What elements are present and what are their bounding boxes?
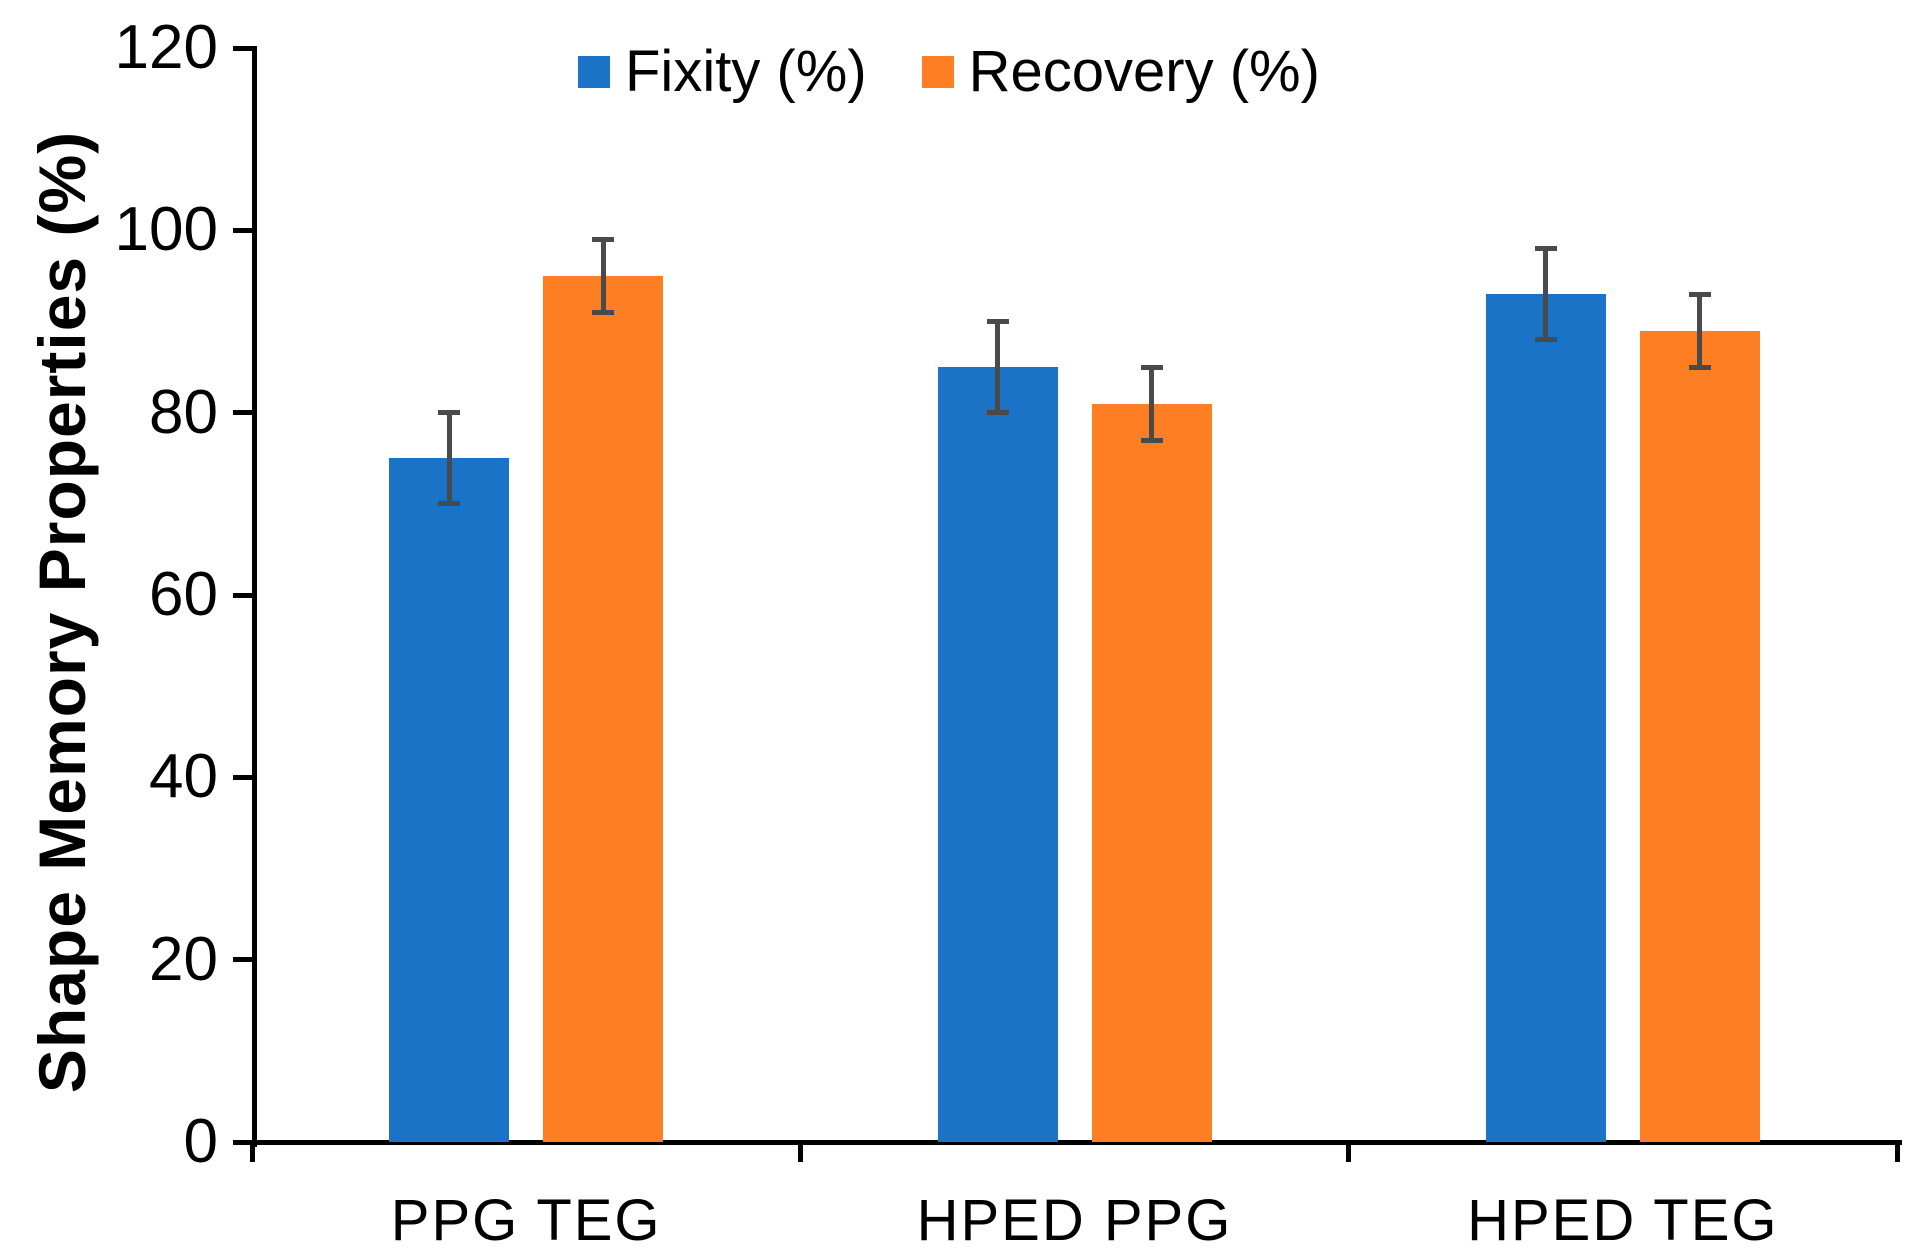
bar-recovery-hped-ppg [1091, 403, 1212, 1142]
error-bar-recovery-hped-ppg [1149, 367, 1154, 440]
legend-item-recovery: Recovery (%) [921, 38, 1320, 105]
y-tick-mark-60 [233, 592, 252, 598]
error-cap-bottom-fixity-hped-teg [1534, 337, 1557, 343]
y-tick-label-20: 20 [149, 924, 218, 994]
error-bar-fixity-hped-teg [1543, 248, 1549, 340]
y-tick-label-120: 120 [114, 13, 218, 82]
error-cap-bottom-fixity-hped-ppg [986, 410, 1009, 416]
legend-label-fixity: Fixity (%) [625, 39, 867, 104]
error-cap-top-recovery-ppg-teg [592, 236, 615, 242]
y-axis-line [252, 46, 257, 1147]
y-tick-mark-100 [233, 227, 252, 233]
error-bar-fixity-hped-ppg [995, 321, 1000, 413]
y-tick-label-40: 40 [149, 742, 218, 812]
x-tick-mark-1 [797, 1140, 803, 1162]
bar-fixity-hped-teg [1485, 294, 1606, 1142]
x-axis-line [252, 1140, 1902, 1145]
error-cap-top-fixity-hped-ppg [986, 319, 1009, 324]
legend-label-recovery: Recovery (%) [968, 39, 1320, 104]
legend-item-fixity: Fixity (%) [578, 38, 867, 105]
y-tick-mark-40 [233, 774, 252, 780]
y-tick-mark-0 [233, 1139, 252, 1145]
y-tick-label-80: 80 [149, 377, 218, 447]
x-tick-mark-3 [1894, 1140, 1900, 1162]
legend-swatch-recovery [921, 55, 954, 88]
error-bar-recovery-hped-teg [1697, 294, 1703, 368]
error-cap-bottom-fixity-ppg-teg [438, 501, 461, 507]
chart-legend: Fixity (%) Recovery (%) [578, 38, 1320, 105]
error-bar-fixity-ppg-teg [446, 412, 452, 504]
y-tick-label-0: 0 [183, 1107, 218, 1176]
bar-recovery-hped-teg [1639, 330, 1760, 1142]
y-tick-label-60: 60 [149, 560, 218, 629]
error-cap-top-recovery-hped-ppg [1140, 364, 1163, 370]
error-cap-top-fixity-ppg-teg [438, 410, 461, 416]
legend-swatch-fixity [578, 55, 610, 88]
x-tick-mark-2 [1346, 1140, 1352, 1162]
error-bar-recovery-ppg-teg [600, 239, 606, 313]
error-cap-bottom-recovery-hped-ppg [1140, 437, 1163, 443]
y-tick-label-100: 100 [114, 195, 218, 265]
x-category-label-hped-ppg: HPED PPG [916, 1188, 1233, 1253]
error-cap-top-recovery-hped-teg [1688, 291, 1711, 297]
y-tick-mark-120 [233, 45, 252, 51]
y-tick-mark-20 [233, 957, 252, 963]
bar-recovery-ppg-teg [543, 275, 664, 1142]
bar-fixity-hped-ppg [937, 367, 1058, 1142]
bar-fixity-ppg-teg [389, 458, 510, 1142]
error-cap-top-fixity-hped-teg [1534, 246, 1557, 252]
x-category-label-hped-teg: HPED TEG [1467, 1188, 1779, 1253]
x-tick-mark-0 [249, 1140, 255, 1162]
x-category-label-ppg-teg: PPG TEG [390, 1188, 662, 1253]
error-cap-bottom-recovery-ppg-teg [592, 309, 615, 315]
y-tick-mark-80 [233, 410, 252, 416]
error-cap-bottom-recovery-hped-teg [1688, 364, 1711, 370]
